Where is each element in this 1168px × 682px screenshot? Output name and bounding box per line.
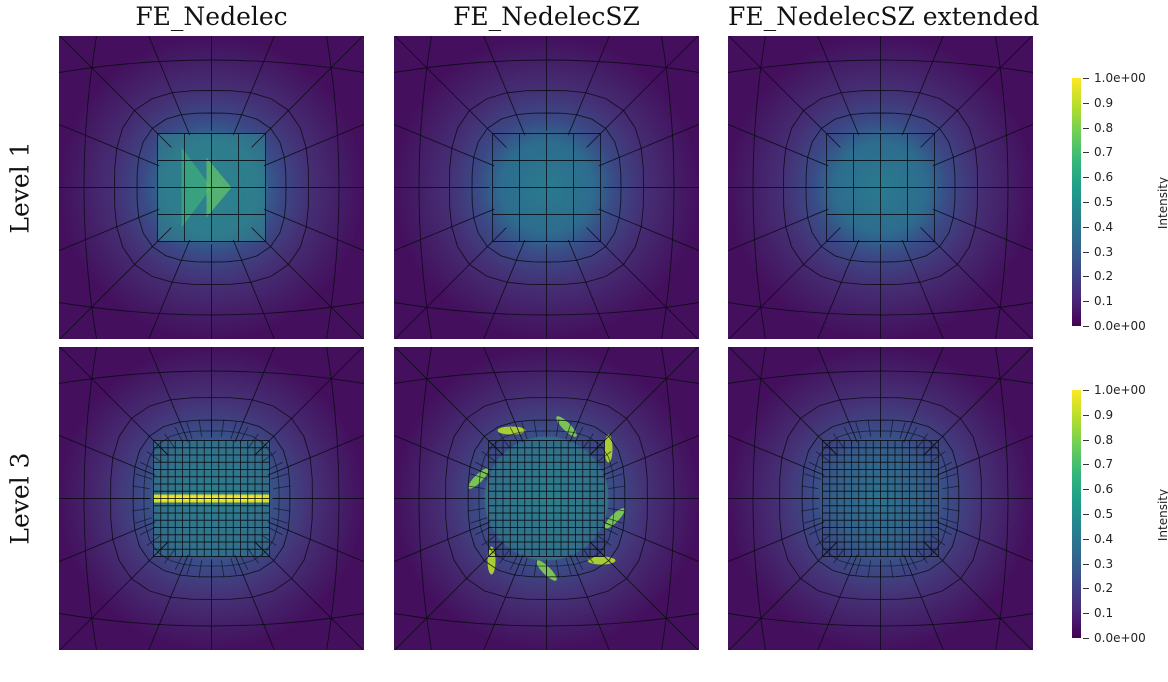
colorbar-tick-label: 0.9: [1094, 407, 1114, 422]
colorbar-tick-label: 0.6: [1094, 482, 1114, 497]
colorbar-tick: [1083, 276, 1089, 278]
panel-level3-fe-nedelec: [59, 347, 364, 650]
colorbar-tick-label: 0.3: [1094, 556, 1114, 571]
colorbar-tick-label: 1.0e+00: [1094, 71, 1146, 85]
colorbar-gradient: [1072, 78, 1081, 326]
colorbar-tick-label: 0.7: [1094, 145, 1114, 160]
colorbar-level-1: 1.0e+00 0.9 0.8 0.7 0.6 0.5 0.4 0.3 0.2 0.1 0.0e+0…: [1050, 70, 1168, 370]
colorbar-tick: [1083, 127, 1089, 129]
colorbar-tick-label: 0.4: [1094, 219, 1114, 234]
colorbar-tick-label: 0.5: [1094, 507, 1114, 521]
colorbar-tick: [1083, 489, 1089, 491]
column-title-fe-nedelec: FE_Nedelec: [135, 2, 288, 31]
colorbar-title: Intensity: [1156, 488, 1168, 542]
colorbar-tick-label: 0.5: [1094, 195, 1114, 209]
row-title-level-1-text: Level 1: [5, 141, 35, 234]
colorbar-tick-label: 0.2: [1094, 269, 1114, 284]
panel-level3-fe-nedelecsz: [394, 347, 699, 650]
panel-level3-fe-nedelecsz-extended: [728, 347, 1033, 650]
colorbar-tick: [1083, 226, 1089, 228]
colorbar-tick-label: 0.3: [1094, 244, 1114, 259]
colorbar-tick: [1083, 414, 1089, 416]
colorbar-tick-label: 0.1: [1094, 294, 1114, 309]
colorbar-tick: [1083, 588, 1089, 590]
colorbar-tick-label: 0.7: [1094, 457, 1114, 472]
colorbar-tick: [1083, 78, 1089, 79]
colorbar-tick: [1083, 202, 1089, 203]
column-title-fe-nedelecsz-extended: FE_NedelecSZ extended: [728, 2, 1040, 31]
colorbar-tick-label: 0.4: [1094, 531, 1114, 546]
panel-level1-fe-nedelecsz: [394, 36, 699, 339]
panel-level1-fe-nedelecsz-extended: [728, 36, 1033, 339]
colorbar-tick: [1083, 390, 1089, 391]
colorbar-tick-label: 0.2: [1094, 581, 1114, 596]
colorbar-tick: [1083, 464, 1089, 466]
colorbar-tick-label: 0.9: [1094, 95, 1114, 110]
panel-level1-fe-nedelec: [59, 36, 364, 339]
colorbar-tick-label: 1.0e+00: [1094, 383, 1146, 397]
colorbar-tick: [1083, 152, 1089, 154]
colorbar-gradient: [1072, 390, 1081, 638]
colorbar-tick-label: 0.1: [1094, 606, 1114, 621]
colorbar-level-3: 1.0e+00 0.9 0.8 0.7 0.6 0.5 0.4 0.3 0.2 0.1 0.0e+0…: [1050, 382, 1168, 682]
colorbar-tick: [1083, 102, 1089, 104]
colorbar-tick: [1083, 251, 1089, 253]
colorbar-tick: [1083, 326, 1089, 327]
colorbar-tick-label: 0.0e+00: [1094, 631, 1146, 645]
colorbar-tick-label: 0.0e+00: [1094, 319, 1146, 333]
colorbar-tick: [1083, 613, 1089, 615]
colorbar-tick-label: 0.6: [1094, 170, 1114, 185]
row-title-level-3-text: Level 3: [5, 452, 35, 545]
colorbar-tick: [1083, 563, 1089, 565]
row-title-level-1: Level 1: [4, 36, 36, 339]
colorbar-tick: [1083, 439, 1089, 441]
colorbar-title: Intensity: [1156, 176, 1168, 230]
colorbar-tick: [1083, 514, 1089, 515]
colorbar-tick: [1083, 638, 1089, 639]
colorbar-tick: [1083, 177, 1089, 179]
colorbar-tick-label: 0.8: [1094, 432, 1114, 447]
column-title-fe-nedelecsz: FE_NedelecSZ: [453, 2, 640, 31]
colorbar-tick: [1083, 301, 1089, 303]
colorbar-tick-label: 0.8: [1094, 120, 1114, 135]
colorbar-tick: [1083, 538, 1089, 540]
row-title-level-3: Level 3: [4, 347, 36, 650]
